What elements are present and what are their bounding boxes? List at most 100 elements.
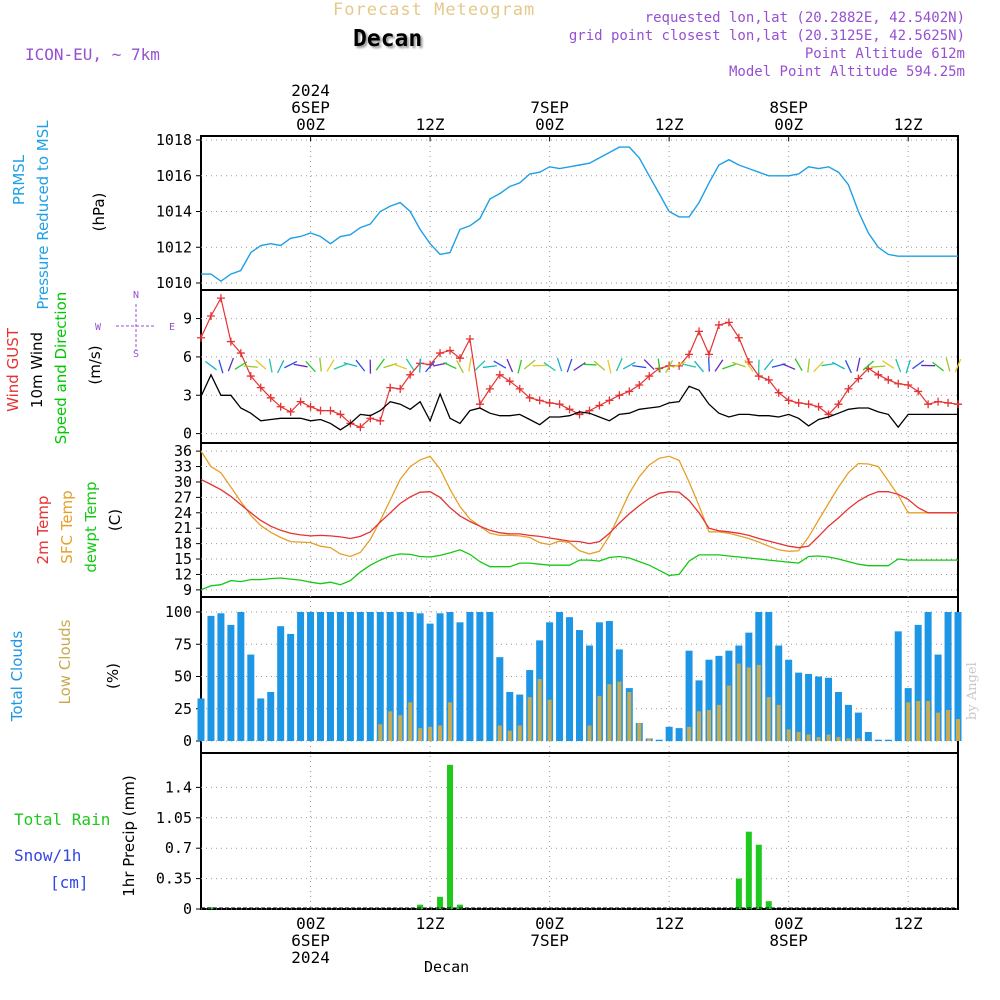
total-cloud-bar (516, 694, 524, 741)
wind-direction-arrow (856, 357, 861, 372)
top-time-label: 6SEP (291, 98, 330, 117)
total-cloud-bar (476, 612, 484, 741)
low-cloud-bar (687, 726, 692, 741)
gust-marker (844, 384, 853, 393)
gust-marker (326, 406, 335, 415)
y-tick-label: 0.35 (156, 870, 192, 888)
wind-direction-arrow (744, 359, 754, 372)
total-cloud-bar (854, 712, 862, 741)
y-tick-label: 50 (174, 668, 192, 686)
bottom-time-label: 12Z (416, 914, 445, 933)
gust-marker (894, 379, 903, 388)
wind-direction-arrow (945, 357, 951, 372)
total-cloud-bar (715, 655, 723, 741)
wind-direction-arrow (582, 363, 597, 366)
y-tick-label: 27 (174, 488, 192, 506)
wind-direction-arrow (326, 359, 335, 372)
gust-marker (794, 398, 803, 407)
total-cloud-bar (436, 613, 444, 741)
wind-label-10m: 10m Wind (28, 332, 46, 408)
low-cloud-bar (846, 738, 851, 741)
gust-marker (854, 374, 863, 383)
total-cloud-bar (197, 698, 205, 741)
y-tick-label: 12 (174, 565, 192, 583)
gust-line (200, 296, 959, 428)
gust-marker (774, 388, 783, 397)
precip-label-cm: [cm] (50, 873, 89, 892)
total-cloud-bar (546, 622, 554, 741)
precip-unit-label: 1hr Precip (mm) (120, 775, 138, 896)
sfc-temp-line (200, 450, 958, 558)
total-cloud-bar (844, 704, 852, 741)
total-cloud-bar (227, 624, 235, 741)
wind-direction-arrow (912, 359, 925, 370)
total-cloud-bar (595, 622, 603, 741)
low-cloud-bar (517, 725, 522, 741)
y-tick-label: 1.05 (156, 809, 192, 827)
rain-bar (755, 844, 762, 909)
gust-marker (605, 396, 614, 405)
low-cloud-bar (836, 737, 841, 741)
low-cloud-bar (448, 702, 453, 741)
total-cloud-bar (605, 621, 613, 741)
gust-marker (197, 333, 205, 342)
y-tick-label: 9 (183, 310, 192, 328)
y-tick-label: 6 (183, 348, 192, 366)
y-tick-label: 36 (174, 442, 192, 460)
low-cloud-bar (806, 734, 811, 741)
total-cloud-bar (406, 612, 414, 741)
wind-direction-arrow (305, 361, 316, 373)
gust-marker (834, 400, 843, 409)
gust-marker (396, 384, 405, 393)
wind-direction-arrow (393, 363, 408, 370)
top-time-label: 12Z (416, 115, 445, 134)
rain-bar (745, 831, 752, 909)
y-tick-label: 3 (183, 386, 192, 404)
precip-label-snow: Snow/1h (14, 846, 81, 865)
total-cloud-bar (356, 612, 364, 741)
low-cloud-bar (547, 699, 552, 741)
total-cloud-bar (924, 612, 932, 741)
low-cloud-bar (587, 725, 592, 741)
gust-marker (515, 384, 524, 393)
gust-marker (336, 410, 345, 419)
gust-marker (884, 375, 893, 384)
wind-direction-arrow (556, 357, 563, 372)
wind-direction-arrow (665, 360, 674, 374)
gust-marker (465, 335, 474, 344)
wind-direction-arrow (277, 360, 285, 374)
total-cloud-bar (426, 623, 434, 741)
pressure-label-prmsl: PRMSL (10, 154, 28, 205)
gust-marker (635, 381, 644, 390)
wind-direction-arrow (204, 360, 217, 371)
total-cloud-bar (506, 691, 514, 741)
low-cloud-bar (408, 702, 413, 741)
bottom-time-label: 2024 (291, 948, 330, 967)
compass-south: S (133, 349, 139, 360)
low-cloud-bar (537, 679, 542, 741)
wind-direction-arrow (517, 359, 523, 374)
gust-marker (545, 398, 554, 407)
wind-direction-arrow (468, 357, 472, 372)
low-cloud-bar (388, 711, 393, 741)
wind-direction-arrow (882, 360, 895, 369)
y-tick-label: 1018 (156, 131, 192, 149)
footer-station: Decan (424, 958, 470, 976)
gust-marker (406, 370, 415, 379)
gust-marker (236, 349, 245, 358)
wind-direction-arrow (932, 361, 944, 372)
2m-temp-line (200, 478, 958, 549)
gust-marker (436, 349, 445, 358)
total-cloud-bar (665, 726, 673, 741)
total-cloud-bar (695, 680, 703, 741)
total-cloud-bar (934, 654, 942, 741)
rain-bar (437, 896, 444, 909)
wind-direction-arrow (694, 360, 705, 373)
y-tick-label: 100 (165, 603, 192, 621)
gust-marker (296, 397, 305, 406)
low-cloud-bar (438, 725, 443, 741)
total-cloud-bar (576, 630, 583, 741)
rain-bar (735, 878, 742, 909)
low-cloud-bar (527, 697, 532, 741)
